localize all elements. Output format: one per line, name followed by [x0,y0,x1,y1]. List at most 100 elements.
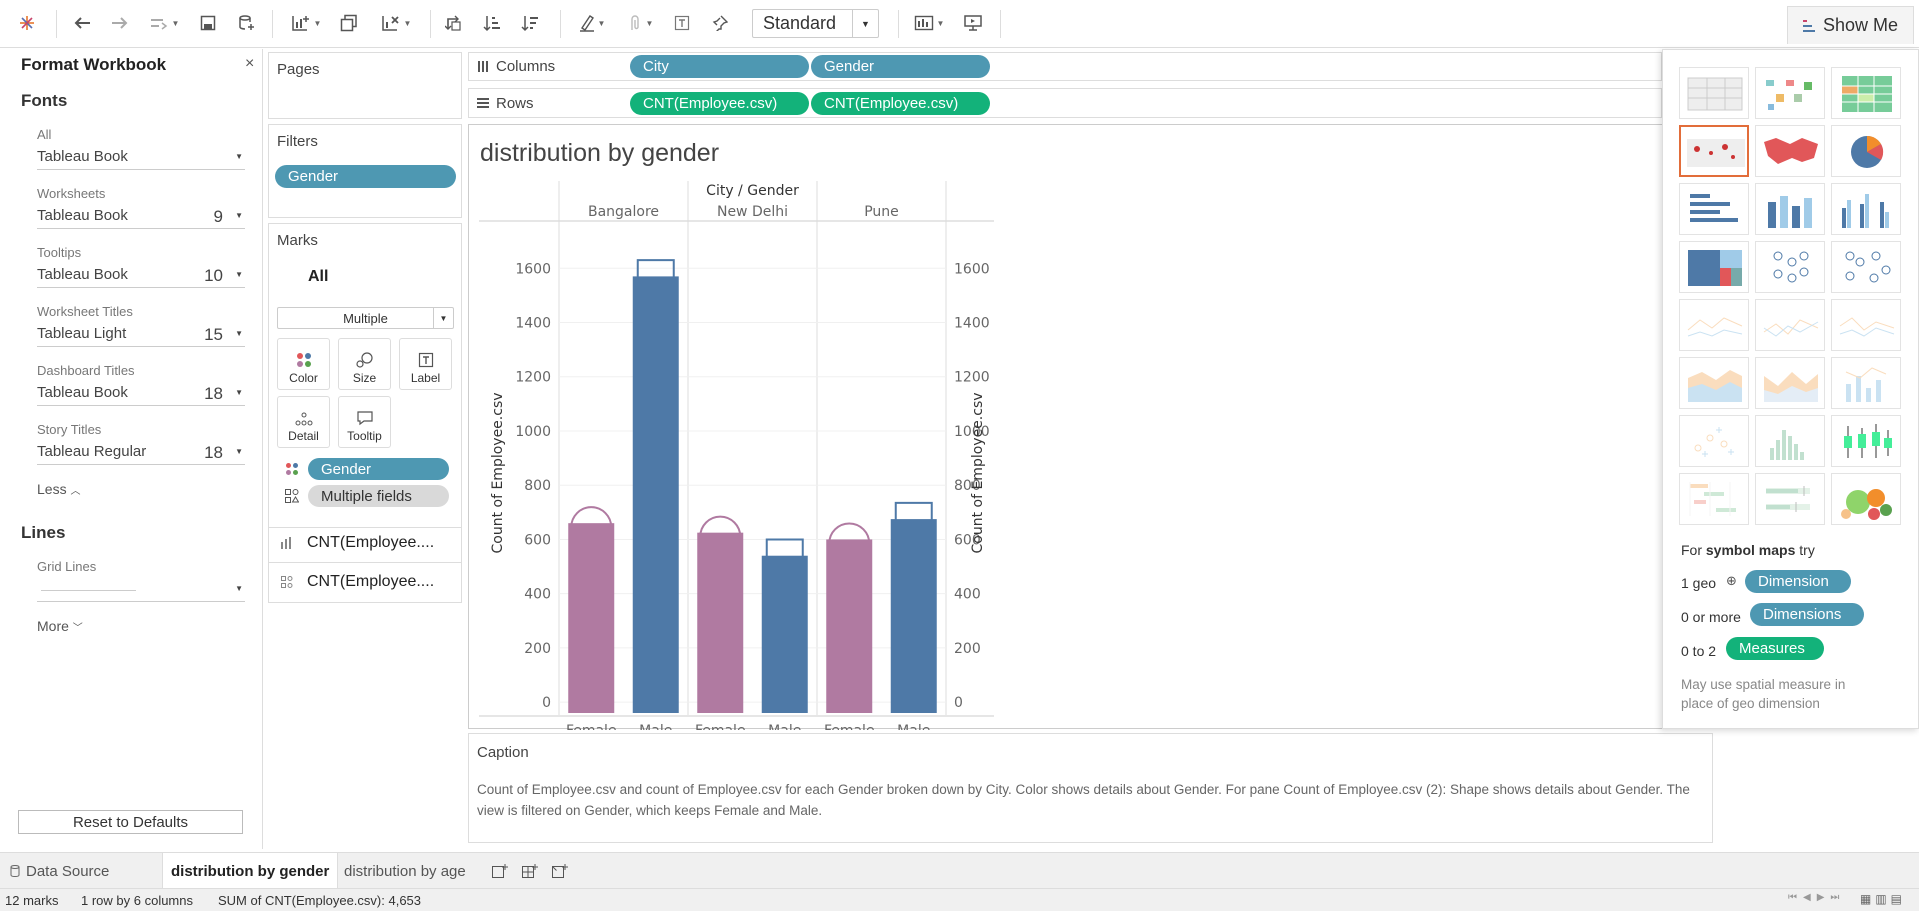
lines-continuous-thumb[interactable] [1679,299,1749,351]
duplicate-icon[interactable] [336,10,362,36]
req-pill-dimensions: Dimensions [1750,603,1864,626]
new-worksheet-tab-icon[interactable] [487,853,513,889]
filled-map-thumb[interactable] [1755,125,1825,177]
packed-bubbles-thumb[interactable] [1831,473,1901,525]
font-select-story-titles[interactable]: Tableau Regular 18 ▼ [37,443,245,465]
grid-lines-select[interactable]: ▼ [37,580,245,602]
swap-rows-columns-icon[interactable] [442,10,466,36]
scatter-plot-thumb[interactable] [1679,415,1749,467]
area-continuous-thumb[interactable] [1679,357,1749,409]
font-label-story-titles: Story Titles [37,422,102,437]
divider [269,562,461,563]
tableau-logo-icon[interactable] [16,10,38,36]
new-story-tab-icon[interactable] [547,853,573,889]
filter-pill-gender[interactable]: Gender [275,165,456,188]
dual-combination-thumb[interactable] [1831,357,1901,409]
marks-label: Marks [277,232,318,249]
new-worksheet-icon[interactable]: ▼ [286,10,326,36]
rows-pill-cnt-2[interactable]: CNT(Employee.csv) [811,92,990,115]
circle-views-thumb[interactable] [1755,241,1825,293]
side-by-side-circles-thumb[interactable] [1831,241,1901,293]
font-select-tooltips[interactable]: Tableau Book 10 ▼ [37,266,245,288]
save-icon[interactable] [196,10,220,36]
mark-type-select[interactable]: Multiple ▼ [277,307,454,329]
font-select-all[interactable]: Tableau Book ▼ [37,148,245,170]
marks-pill-gender[interactable]: Gender [308,458,449,480]
tooltip-button[interactable]: Tooltip [338,396,391,448]
group-members-icon[interactable]: ▼ [622,10,658,36]
marks-pill-multiple-fields[interactable]: Multiple fields [308,485,449,507]
clear-sheet-icon[interactable]: ▼ [376,10,416,36]
pie-chart-thumb[interactable] [1831,125,1901,177]
undo-icon[interactable] [70,10,94,36]
view-size-select[interactable]: Standard ▼ [752,9,879,38]
x-tick-label: Female [824,723,875,730]
sort-ascending-icon[interactable] [480,10,504,36]
bar-chart[interactable]: City / Gender Bangalore New Delhi Pune 0 0 200… [469,125,1714,730]
tab-data-source[interactable]: Data Source [2,853,117,889]
marks-all-label[interactable]: All [308,268,329,285]
less-link[interactable]: Less ︿ [37,481,80,497]
side-by-side-bars-thumb[interactable] [1831,183,1901,235]
presentation-mode-icon[interactable] [960,10,986,36]
redo-icon[interactable] [108,10,132,36]
sheet-nav-icons[interactable]: ⏮◀▶⏭ [1788,892,1846,903]
chevron-down-icon[interactable]: ▼ [852,10,878,37]
more-label: More [37,618,69,634]
new-data-source-icon[interactable] [234,10,258,36]
city-header-label: New Delhi [717,204,788,220]
highlight-table-thumb[interactable] [1831,67,1901,119]
marks-measure-1[interactable]: CNT(Employee.... [307,534,435,551]
sort-descending-icon[interactable] [518,10,542,36]
more-link[interactable]: More ﹀ [37,618,83,634]
dual-lines-thumb[interactable] [1831,299,1901,351]
heat-map-thumb[interactable] [1755,67,1825,119]
replay-icon[interactable]: ▼ [146,10,182,36]
columns-pill-city[interactable]: City [630,55,809,78]
font-select-dashboard-titles[interactable]: Tableau Book 18 ▼ [37,384,245,406]
worksheet-view[interactable]: distribution by gender City / Gender Bang… [468,124,1714,730]
symbol-map-thumb[interactable] [1679,125,1749,177]
area-discrete-thumb[interactable] [1755,357,1825,409]
close-icon[interactable]: × [245,55,255,72]
bullet-graph-thumb[interactable] [1755,473,1825,525]
tab-distribution-by-age[interactable]: distribution by age [336,853,474,889]
columns-pill-gender[interactable]: Gender [811,55,990,78]
req-label-measures: 0 to 2 [1681,643,1717,659]
show-cards-icon[interactable]: ▼ [910,10,948,36]
filters-shelf[interactable]: Filters Gender [268,124,462,218]
tooltip-icon [356,411,373,426]
size-button[interactable]: Size [338,338,391,390]
lines-discrete-thumb[interactable] [1755,299,1825,351]
lines-heading: Lines [21,523,66,542]
reset-to-defaults-button[interactable]: Reset to Defaults [18,810,243,834]
rows-pill-cnt-1[interactable]: CNT(Employee.csv) [630,92,809,115]
color-button[interactable]: Color [277,338,330,390]
chart-type-icon [1690,194,1738,222]
font-select-worksheets[interactable]: Tableau Book 9 ▼ [37,207,245,229]
highlight-icon[interactable]: ▼ [574,10,610,36]
marks-measure-2[interactable]: CNT(Employee.... [307,573,435,590]
mark-type-value: Multiple [343,310,388,326]
show-me-button[interactable]: Show Me [1787,6,1914,44]
box-whisker-thumb[interactable] [1831,415,1901,467]
rows-shelf[interactable]: Rows CNT(Employee.csv) CNT(Employee.csv) [468,88,1662,118]
chart-type-icon [1842,194,1889,228]
text-table-thumb[interactable] [1679,67,1749,119]
histogram-thumb[interactable] [1755,415,1825,467]
horizontal-bars-thumb[interactable] [1679,183,1749,235]
y-tick-label-right: 1200 [954,370,990,386]
show-mark-labels-icon[interactable] [670,10,694,36]
new-dashboard-tab-icon[interactable] [517,853,543,889]
pages-shelf[interactable]: Pages [268,52,462,119]
fix-axes-pin-icon[interactable] [708,10,732,36]
sheet-view-icons[interactable]: ▦▥▤ [1860,892,1907,906]
stacked-bars-thumb[interactable] [1755,183,1825,235]
font-select-worksheet-titles[interactable]: Tableau Light 15 ▼ [37,325,245,347]
detail-button[interactable]: Detail [277,396,330,448]
gantt-chart-thumb[interactable] [1679,473,1749,525]
columns-shelf[interactable]: Columns City Gender [468,52,1662,81]
treemap-thumb[interactable] [1679,241,1749,293]
tab-distribution-by-gender[interactable]: distribution by gender [162,853,339,889]
label-button[interactable]: Label [399,338,452,390]
